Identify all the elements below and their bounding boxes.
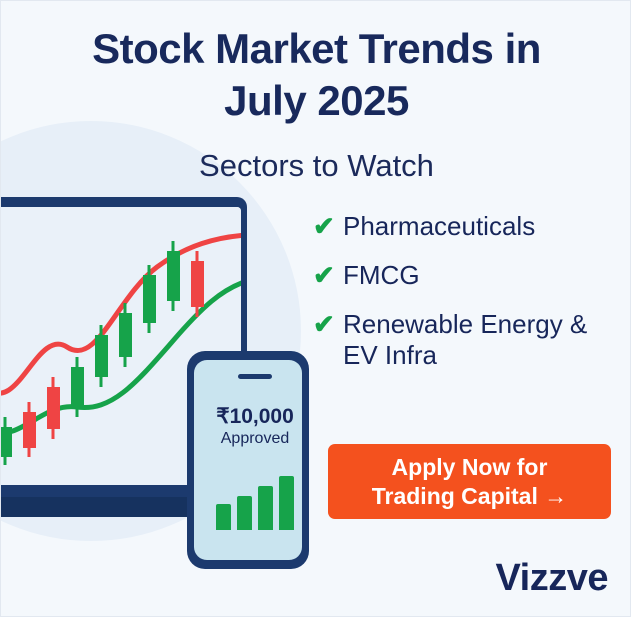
headline-line-2: July 2025 [224,77,409,124]
loan-amount: ₹10,000 [216,405,294,428]
cta-line-2: Trading Capital → [371,482,568,509]
phone-bar [216,504,231,530]
check-icon: ✔ [313,211,335,241]
sector-checklist: ✔ Pharmaceuticals ✔ FMCG ✔ Renewable Ene… [313,211,623,389]
phone-bar-chart [216,470,294,530]
approval-status: Approved [220,430,290,447]
phone-illustration: ₹10,000 Approved [187,351,309,569]
apply-now-button[interactable]: Apply Now for Trading Capital → [328,444,611,519]
phone-bar [237,496,252,530]
list-item: ✔ Renewable Energy & EV Infra [313,309,623,371]
list-item-label: Renewable Energy & EV Infra [343,309,588,370]
check-icon: ✔ [313,260,335,290]
cta-line-1: Apply Now for [391,453,548,480]
phone-screen: ₹10,000 Approved [194,360,302,560]
headline: Stock Market Trends in July 2025 [1,23,630,127]
list-item-label: Pharmaceuticals [343,211,536,241]
check-icon: ✔ [313,309,335,339]
laptop-screen [1,207,241,485]
list-item: ✔ Pharmaceuticals [313,211,623,242]
list-item-label: FMCG [343,260,420,290]
phone-bar [279,476,294,530]
laptop-illustration [1,197,263,527]
phone-bar [258,486,273,530]
subheadline: Sectors to Watch [199,148,434,183]
phone-notch [238,374,272,379]
headline-line-1: Stock Market Trends in [92,25,541,72]
brand-logo: Vizzve [495,557,609,599]
list-item: ✔ FMCG [313,260,623,291]
